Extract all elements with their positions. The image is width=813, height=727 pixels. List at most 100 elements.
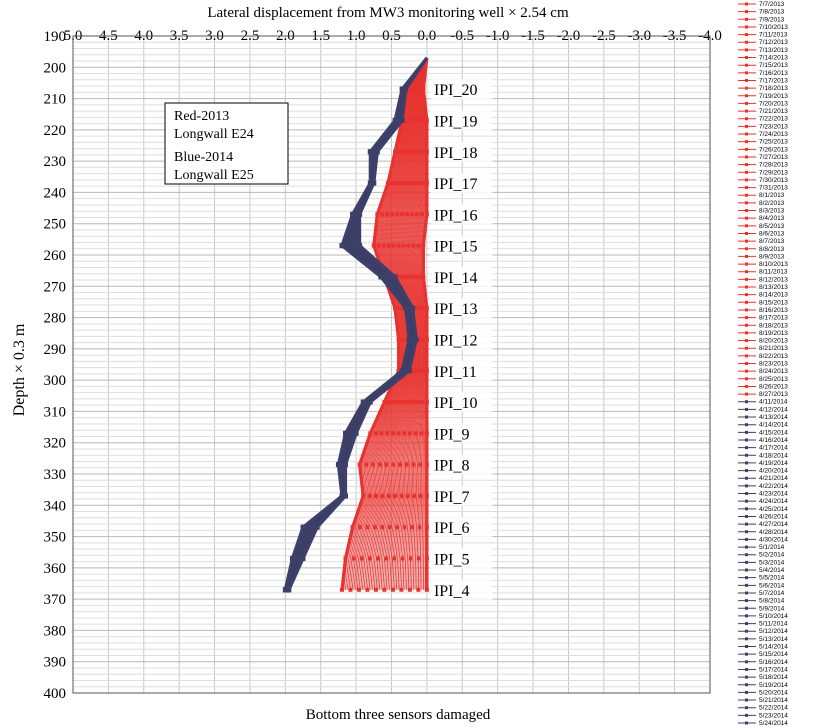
series-2013-point: [420, 181, 425, 186]
legend-entry: 7/16/2013: [759, 70, 788, 77]
series-2013-point: [420, 400, 425, 405]
y-tick-label: 400: [44, 686, 67, 702]
y-tick-label: 310: [44, 404, 67, 420]
legend-marker: [745, 193, 748, 197]
legend-entry: 7/21/2013: [759, 108, 788, 115]
sensor-label-bg: [430, 173, 493, 194]
legend-marker: [745, 499, 748, 503]
legend-marker: [745, 713, 748, 717]
series-2013-point: [372, 525, 377, 530]
series-2013-point: [415, 149, 420, 154]
legend-marker: [745, 522, 748, 526]
legend-entry: 5/1/2014: [759, 544, 785, 551]
series-2013-point: [407, 587, 412, 592]
sensor-label: IPI_20: [434, 82, 478, 99]
legend-marker: [745, 186, 748, 190]
series-2013-point: [365, 587, 370, 592]
series-2013-point: [415, 306, 420, 311]
series-2013-point: [413, 274, 418, 279]
legend-entry: 7/12/2013: [759, 39, 788, 46]
legend-entry: 5/20/2014: [759, 689, 788, 696]
legend-entry: 5/6/2014: [759, 582, 785, 589]
legend-marker: [745, 293, 748, 297]
legend-entry: 7/27/2013: [759, 154, 788, 161]
legend-marker: [745, 239, 748, 243]
sensor-label-bg: [430, 548, 493, 569]
y-tick-label: 230: [44, 154, 67, 170]
legend-entry: 5/23/2014: [759, 712, 788, 719]
legend-entry: 5/4/2014: [759, 567, 785, 574]
series-2013-point: [408, 149, 413, 154]
series-2013-point: [390, 212, 395, 217]
legend-entry: 7/30/2013: [759, 177, 788, 184]
legend-marker: [745, 484, 748, 488]
legend-marker: [745, 530, 748, 534]
series-2013-point: [418, 493, 423, 498]
legend-entry: 5/16/2014: [759, 659, 788, 666]
series-2013-point: [386, 400, 391, 405]
plot-frame: [72, 35, 711, 694]
series-2013-point: [417, 525, 422, 530]
legend-marker: [745, 461, 748, 465]
series-2013-point: [365, 525, 370, 530]
y-tick-label: 380: [44, 623, 67, 639]
legend-marker: [745, 629, 748, 633]
legend-marker: [745, 560, 748, 564]
sensor-label: IPI_19: [434, 113, 478, 130]
legend-entry: 7/26/2013: [759, 146, 788, 153]
legend-marker: [745, 637, 748, 641]
legend-entry: 7/23/2013: [759, 123, 788, 130]
legend-entry: 7/8/2013: [759, 9, 785, 16]
legend-entry: 8/13/2013: [759, 284, 788, 291]
legend-marker: [745, 140, 748, 144]
legend-entry: 8/16/2013: [759, 307, 788, 314]
series-2013-point: [376, 556, 381, 561]
legend-marker: [745, 247, 748, 251]
sensor-label-bg: [430, 454, 493, 475]
series-2013-point: [351, 556, 356, 561]
sensor-label: IPI_14: [434, 270, 478, 287]
series-2013-point: [397, 274, 402, 279]
legend-marker: [745, 331, 748, 335]
axis-ticks: 5.0 4.5 4.0 3.5 3.0 2.5 2.0 1.5 1.0 0.5 0.0 -0.5 -1.…: [44, 28, 722, 702]
legend-marker: [745, 147, 748, 151]
x-axis-label: Bottom three sensors damaged: [306, 707, 491, 723]
series-2013-envelope: [340, 57, 429, 590]
series-2013-point: [422, 368, 427, 373]
series-2013-point: [418, 149, 423, 154]
series-2013-point: [416, 368, 421, 373]
series-2013-line: [400, 57, 428, 590]
legend-entry: 7/31/2013: [759, 185, 788, 192]
legend-marker: [745, 606, 748, 610]
sensor-label: IPI_9: [434, 426, 470, 443]
y-tick-label: 220: [44, 123, 67, 139]
legend-entry: 8/22/2013: [759, 353, 788, 360]
series-2013-point: [399, 149, 404, 154]
legend-entry: 4/24/2014: [759, 498, 788, 505]
legend-entry: 4/18/2014: [759, 452, 788, 459]
y-tick-label: 280: [44, 311, 67, 327]
series-2013-point: [405, 149, 410, 154]
series-2013-point: [399, 587, 404, 592]
series-2013-point: [377, 462, 382, 467]
legend-entry: 4/21/2014: [759, 475, 788, 482]
series-2013-point: [402, 525, 407, 530]
legend-entry: 4/22/2014: [759, 483, 788, 490]
legend-entry: 4/19/2014: [759, 460, 788, 467]
series-2014-envelope: [283, 56, 429, 591]
legend-entry: 4/23/2014: [759, 491, 788, 498]
annotation-blue-year: Blue-2014: [174, 150, 233, 165]
plot-series: [282, 56, 429, 593]
legend-entry: 7/15/2013: [759, 62, 788, 69]
legend-entry: 4/17/2014: [759, 445, 788, 452]
legend-marker: [745, 721, 748, 725]
legend-marker: [745, 667, 748, 671]
legend-marker: [745, 25, 748, 29]
legend-entry: 5/10/2014: [759, 613, 788, 620]
legend-marker: [745, 377, 748, 381]
series-2013-point: [414, 212, 419, 217]
legend-entry: 4/26/2014: [759, 513, 788, 520]
legend-marker: [745, 423, 748, 427]
series-2013-point: [397, 181, 402, 186]
legend-marker: [745, 56, 748, 60]
